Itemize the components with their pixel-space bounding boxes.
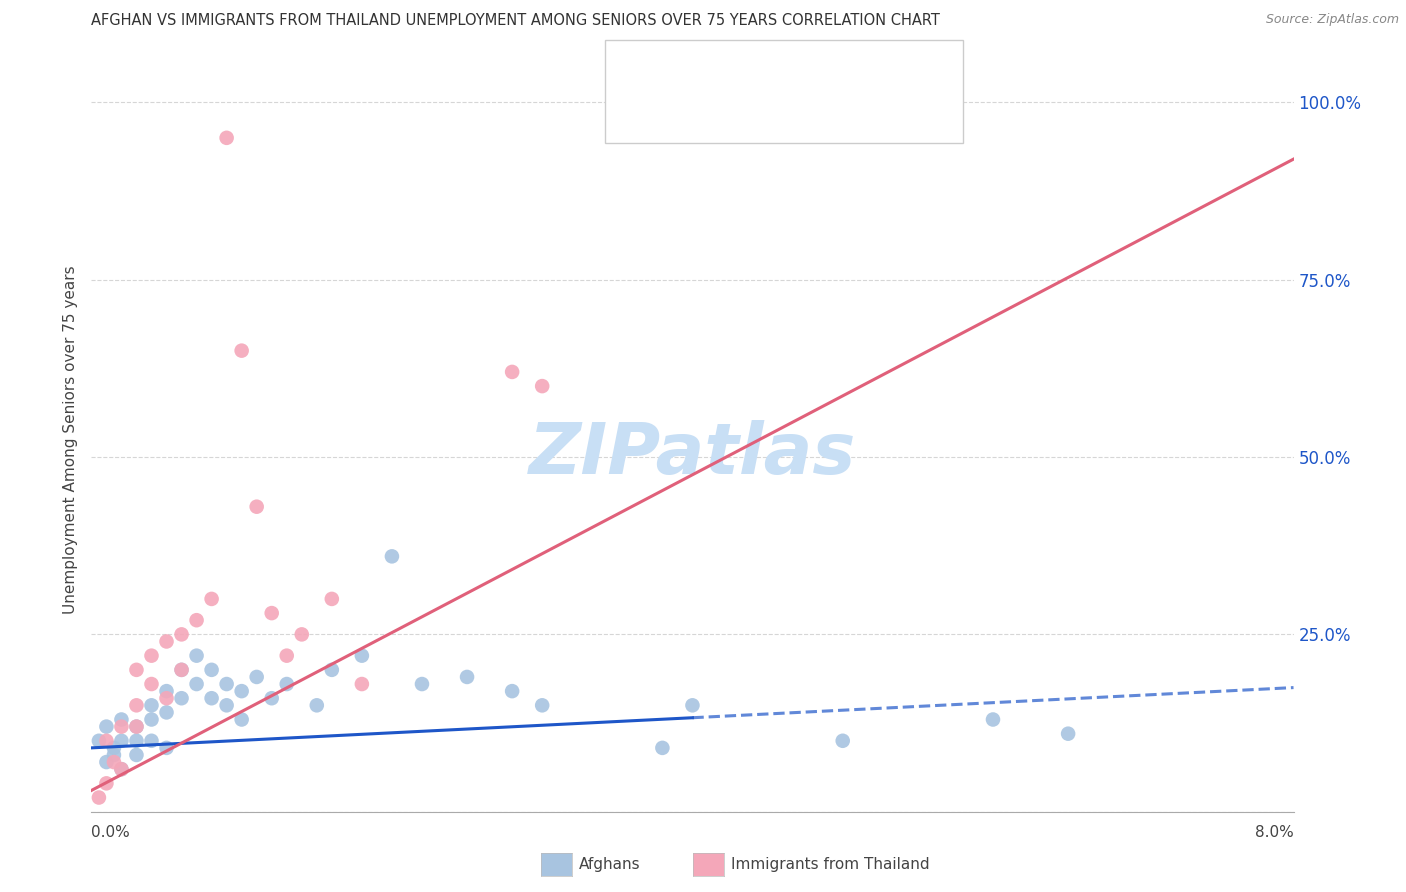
Point (155, 706, 177, 720)
Point (87, 733, 110, 747)
Point (531, 698, 554, 713)
Point (246, 670, 269, 684)
Point (186, 677, 208, 691)
Point (110, 762, 132, 776)
Text: Immigrants from Thailand: Immigrants from Thailand (731, 857, 929, 871)
Point (260, 691, 283, 706)
Point (170, 663, 193, 677)
Point (291, 627, 314, 641)
Point (350, 677, 373, 691)
Point (260, 606, 283, 620)
Point (103, 740, 125, 755)
Point (215, 131, 238, 145)
Text: ZIPatlas: ZIPatlas (529, 420, 856, 489)
Point (110, 720, 132, 734)
Point (321, 663, 343, 677)
Text: R =  0.536   N = 27: R = 0.536 N = 27 (665, 99, 835, 117)
Point (381, 549, 404, 564)
Point (201, 663, 224, 677)
Point (231, 343, 253, 358)
Text: R =  0.186   N = 43: R = 0.186 N = 43 (665, 62, 835, 79)
Point (125, 663, 148, 677)
Point (96, 776, 118, 790)
Point (96, 720, 118, 734)
Point (681, 698, 703, 713)
Point (110, 713, 132, 727)
Point (110, 733, 132, 747)
Point (201, 691, 224, 706)
Point (186, 648, 208, 663)
Point (501, 365, 523, 379)
Point (170, 663, 193, 677)
Y-axis label: Unemployment Among Seniors over 75 years: Unemployment Among Seniors over 75 years (63, 265, 79, 614)
Point (231, 713, 253, 727)
Point (125, 733, 148, 747)
Point (96, 733, 118, 747)
Point (456, 670, 478, 684)
Point (246, 500, 269, 514)
Point (110, 762, 132, 776)
Point (531, 379, 554, 393)
Point (155, 684, 177, 698)
Point (276, 677, 298, 691)
Point (125, 720, 148, 734)
Point (96, 755, 118, 769)
Point (155, 634, 177, 648)
Point (231, 684, 253, 698)
Point (141, 698, 163, 713)
Point (981, 713, 1004, 727)
Point (125, 747, 148, 762)
Point (125, 698, 148, 713)
Point (411, 677, 433, 691)
Point (155, 740, 177, 755)
Point (186, 613, 208, 627)
Text: 8.0%: 8.0% (1254, 825, 1294, 840)
Point (87, 790, 110, 805)
Point (501, 684, 523, 698)
Point (651, 740, 673, 755)
Point (305, 698, 328, 713)
Point (350, 648, 373, 663)
Text: AFGHAN VS IMMIGRANTS FROM THAILAND UNEMPLOYMENT AMONG SENIORS OVER 75 YEARS CORR: AFGHAN VS IMMIGRANTS FROM THAILAND UNEMP… (91, 13, 941, 29)
Point (170, 691, 193, 706)
Point (141, 648, 163, 663)
Point (170, 627, 193, 641)
Point (141, 733, 163, 747)
Point (103, 755, 125, 769)
Point (141, 713, 163, 727)
Point (276, 648, 298, 663)
Point (215, 698, 238, 713)
Point (125, 720, 148, 734)
Point (215, 677, 238, 691)
Point (1057, 727, 1080, 741)
Text: Afghans: Afghans (579, 857, 641, 871)
Point (321, 591, 343, 606)
Point (103, 747, 125, 762)
Point (141, 677, 163, 691)
Text: Source: ZipAtlas.com: Source: ZipAtlas.com (1265, 13, 1399, 27)
Text: 0.0%: 0.0% (91, 825, 131, 840)
Point (155, 691, 177, 706)
Point (201, 591, 224, 606)
Point (831, 733, 853, 747)
